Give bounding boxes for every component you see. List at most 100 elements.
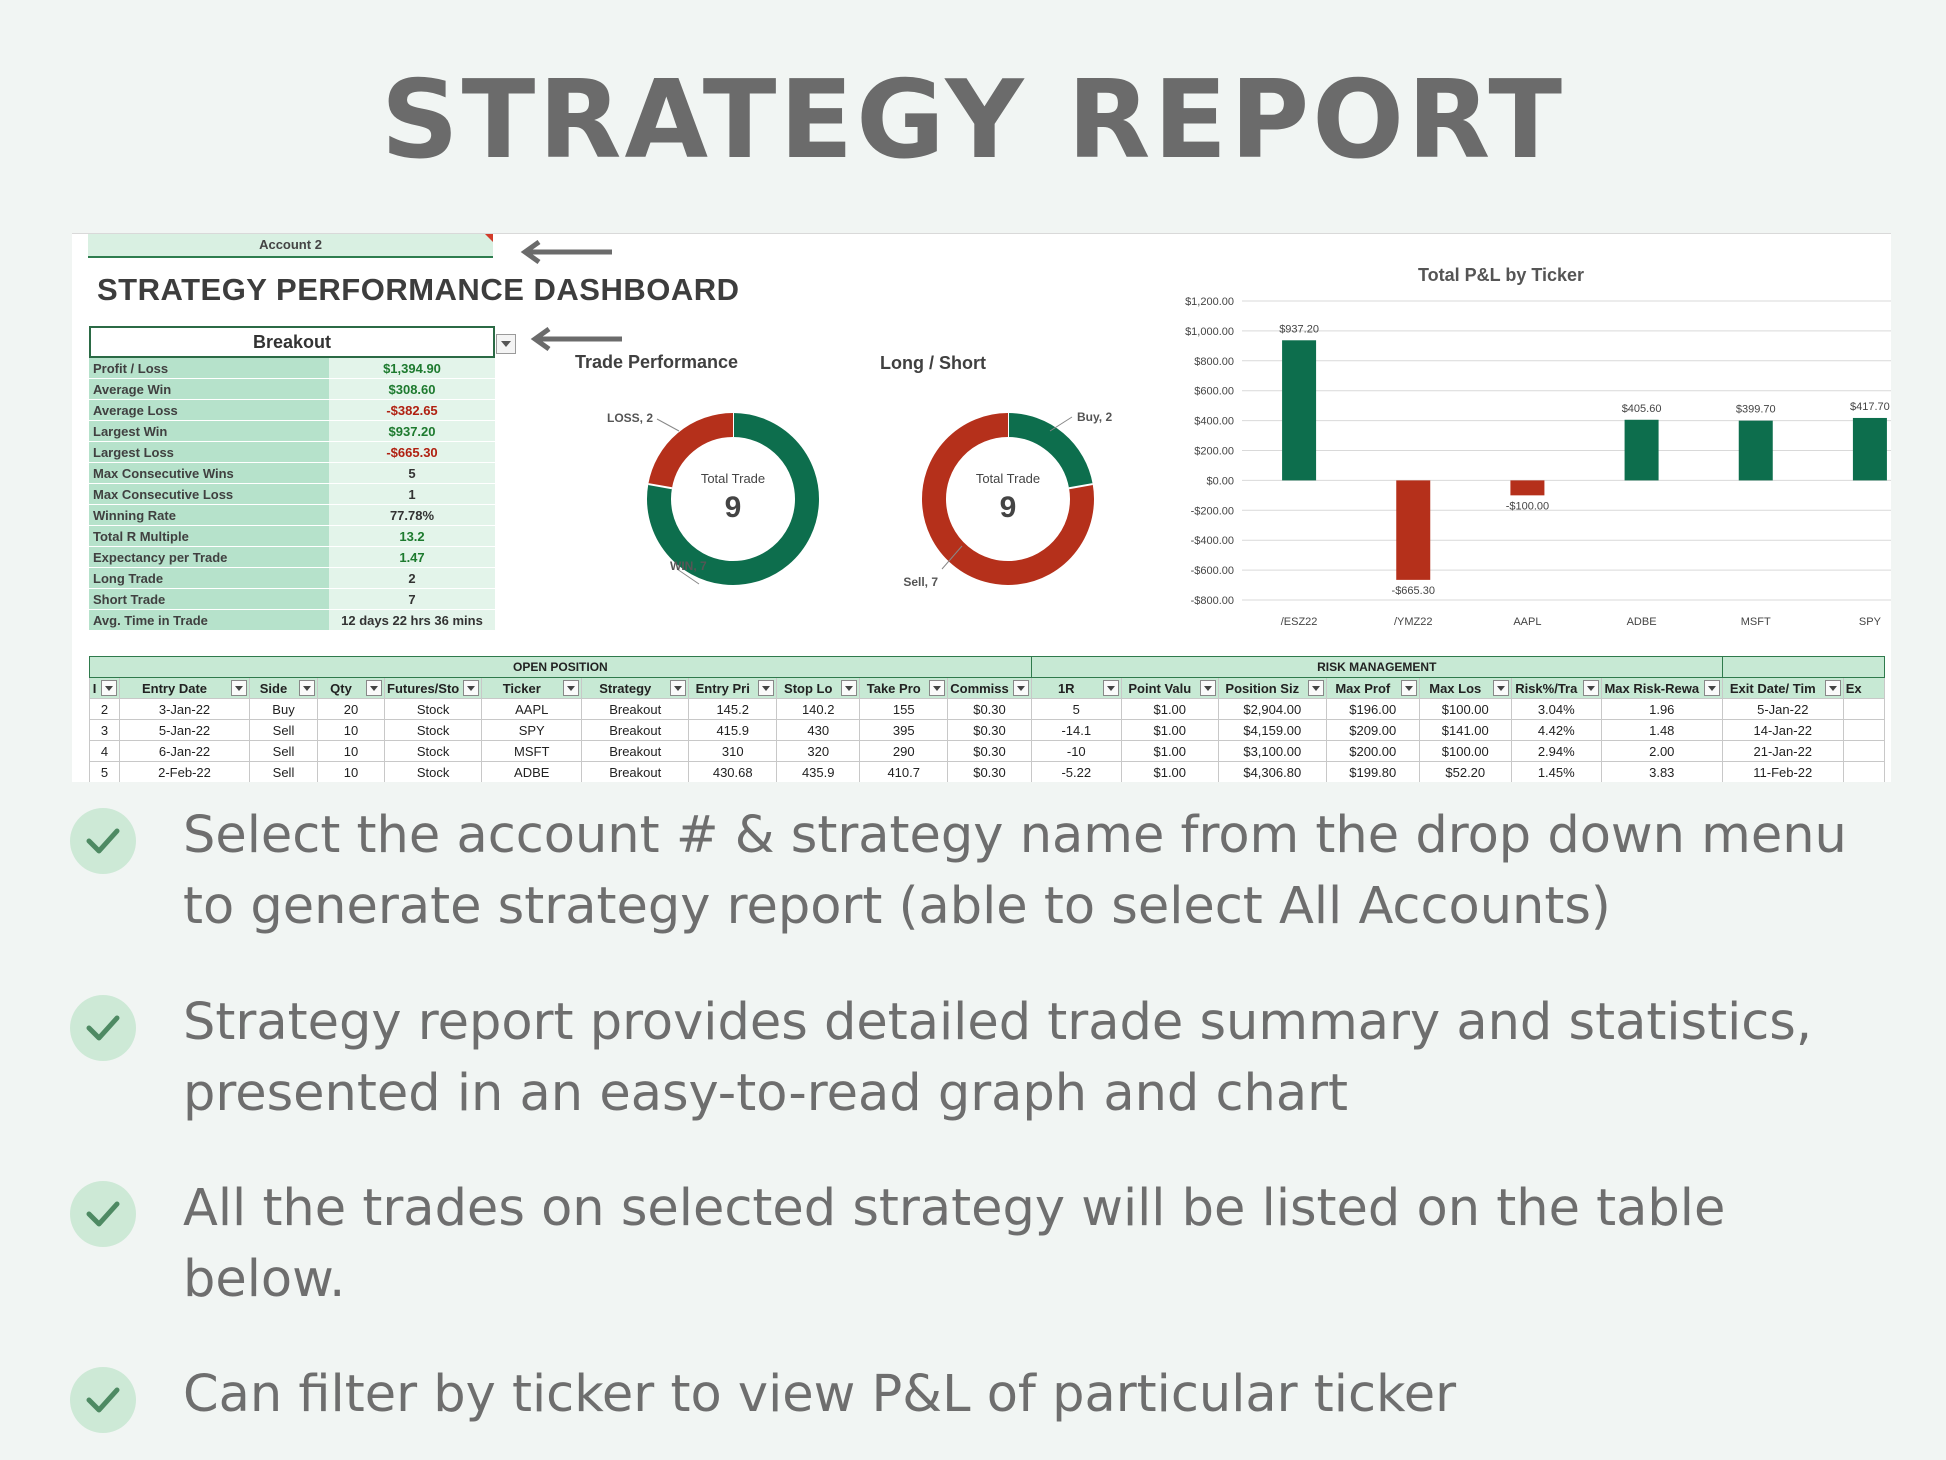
column-header[interactable]: Position Siz xyxy=(1217,677,1327,699)
table-cell[interactable]: $100.00 xyxy=(1418,698,1512,720)
table-cell[interactable]: 10 xyxy=(317,761,385,782)
column-header[interactable]: Commiss xyxy=(947,677,1032,699)
column-header[interactable]: I xyxy=(89,677,120,699)
column-header[interactable]: Risk%/Tra xyxy=(1510,677,1602,699)
table-cell[interactable]: Stock xyxy=(383,698,483,720)
table-cell[interactable]: 1.48 xyxy=(1600,719,1723,741)
table-cell[interactable]: 310 xyxy=(688,740,778,762)
table-cell[interactable]: 435.9 xyxy=(776,761,861,782)
table-cell[interactable]: 3-Jan-22 xyxy=(119,698,250,720)
table-cell[interactable] xyxy=(1842,719,1885,741)
table-cell[interactable]: 2-Feb-22 xyxy=(119,761,250,782)
table-cell[interactable]: 155 xyxy=(859,698,949,720)
strategy-select[interactable]: Breakout xyxy=(89,326,495,358)
column-header[interactable]: Max Prof xyxy=(1325,677,1420,699)
table-cell[interactable]: $52.20 xyxy=(1418,761,1512,782)
table-cell[interactable]: 410.7 xyxy=(859,761,949,782)
table-cell[interactable]: 3.04% xyxy=(1510,698,1602,720)
table-cell[interactable]: 3.83 xyxy=(1600,761,1723,782)
table-cell[interactable]: -14.1 xyxy=(1030,719,1122,741)
table-cell[interactable]: Sell xyxy=(249,740,318,762)
filter-dropdown-icon[interactable] xyxy=(463,680,480,696)
table-cell[interactable]: 290 xyxy=(859,740,949,762)
filter-dropdown-icon[interactable] xyxy=(841,680,858,696)
table-cell[interactable]: 4 xyxy=(89,740,120,762)
table-cell[interactable]: Stock xyxy=(383,719,483,741)
filter-dropdown-icon[interactable] xyxy=(299,680,315,696)
table-cell[interactable] xyxy=(1842,740,1885,762)
table-cell[interactable]: 430.68 xyxy=(688,761,778,782)
filter-dropdown-icon[interactable] xyxy=(758,680,775,696)
table-cell[interactable]: $196.00 xyxy=(1325,698,1420,720)
table-cell[interactable]: Breakout xyxy=(581,698,690,720)
filter-dropdown-icon[interactable] xyxy=(1492,680,1509,696)
table-cell[interactable]: ADBE xyxy=(481,761,583,782)
column-header[interactable]: Strategy xyxy=(581,677,690,699)
filter-dropdown-icon[interactable] xyxy=(1400,680,1417,696)
filter-dropdown-icon[interactable] xyxy=(231,680,247,696)
column-header[interactable]: 1R xyxy=(1030,677,1122,699)
column-header[interactable]: Ticker xyxy=(481,677,583,699)
table-cell[interactable]: $200.00 xyxy=(1325,740,1420,762)
filter-dropdown-icon[interactable] xyxy=(1012,680,1029,696)
table-cell[interactable]: 2.94% xyxy=(1510,740,1602,762)
column-header[interactable]: Exit Date/ Tim xyxy=(1721,677,1844,699)
table-cell[interactable]: 3 xyxy=(89,719,120,741)
table-cell[interactable]: Stock xyxy=(383,740,483,762)
table-cell[interactable]: $100.00 xyxy=(1418,740,1512,762)
table-cell[interactable]: 10 xyxy=(317,740,385,762)
filter-dropdown-icon[interactable] xyxy=(929,680,946,696)
table-cell[interactable]: $0.30 xyxy=(947,740,1032,762)
column-header[interactable]: Max Los xyxy=(1418,677,1512,699)
table-cell[interactable]: 1.96 xyxy=(1600,698,1723,720)
filter-dropdown-icon[interactable] xyxy=(1102,680,1119,696)
table-cell[interactable]: $2,904.00 xyxy=(1217,698,1327,720)
table-cell[interactable]: Breakout xyxy=(581,719,690,741)
filter-dropdown-icon[interactable] xyxy=(563,680,580,696)
table-cell[interactable]: 6-Jan-22 xyxy=(119,740,250,762)
filter-dropdown-icon[interactable] xyxy=(670,680,687,696)
table-cell[interactable]: 2.00 xyxy=(1600,740,1723,762)
filter-dropdown-icon[interactable] xyxy=(1824,680,1841,696)
table-cell[interactable]: $0.30 xyxy=(947,761,1032,782)
table-cell[interactable]: -10 xyxy=(1030,740,1122,762)
table-cell[interactable]: $0.30 xyxy=(947,719,1032,741)
table-cell[interactable]: $3,100.00 xyxy=(1217,740,1327,762)
column-header[interactable]: Max Risk-Rewa xyxy=(1600,677,1723,699)
table-cell[interactable]: Buy xyxy=(249,698,318,720)
table-cell[interactable]: $1.00 xyxy=(1120,698,1219,720)
table-cell[interactable] xyxy=(1842,698,1885,720)
table-cell[interactable]: SPY xyxy=(481,719,583,741)
account-select-cell[interactable]: Account 2 xyxy=(88,234,493,258)
table-cell[interactable]: -5.22 xyxy=(1030,761,1122,782)
table-cell[interactable]: 4.42% xyxy=(1510,719,1602,741)
filter-dropdown-icon[interactable] xyxy=(1582,680,1599,696)
table-cell[interactable] xyxy=(1842,761,1885,782)
table-cell[interactable]: $1.00 xyxy=(1120,761,1219,782)
filter-dropdown-icon[interactable] xyxy=(1199,680,1216,696)
table-cell[interactable]: 430 xyxy=(776,719,861,741)
table-cell[interactable]: $199.80 xyxy=(1325,761,1420,782)
filter-dropdown-icon[interactable] xyxy=(101,680,117,696)
table-cell[interactable]: Sell xyxy=(249,761,318,782)
column-header[interactable]: Futures/Sto xyxy=(383,677,483,699)
column-header[interactable]: Entry Date xyxy=(119,677,250,699)
column-header[interactable]: Point Valu xyxy=(1120,677,1219,699)
table-cell[interactable]: 5 xyxy=(89,761,120,782)
table-cell[interactable]: $4,306.80 xyxy=(1217,761,1327,782)
table-cell[interactable]: Stock xyxy=(383,761,483,782)
filter-dropdown-icon[interactable] xyxy=(1703,680,1720,696)
table-cell[interactable]: Sell xyxy=(249,719,318,741)
table-cell[interactable]: $4,159.00 xyxy=(1217,719,1327,741)
table-cell[interactable]: 320 xyxy=(776,740,861,762)
column-header[interactable]: Stop Lo xyxy=(776,677,861,699)
table-cell[interactable]: MSFT xyxy=(481,740,583,762)
column-header[interactable]: Side xyxy=(249,677,318,699)
table-cell[interactable]: 5-Jan-22 xyxy=(119,719,250,741)
filter-dropdown-icon[interactable] xyxy=(1307,680,1324,696)
table-cell[interactable]: 11-Feb-22 xyxy=(1721,761,1844,782)
table-cell[interactable]: $209.00 xyxy=(1325,719,1420,741)
table-cell[interactable]: 140.2 xyxy=(776,698,861,720)
table-cell[interactable]: 145.2 xyxy=(688,698,778,720)
column-header[interactable]: Entry Pri xyxy=(688,677,778,699)
